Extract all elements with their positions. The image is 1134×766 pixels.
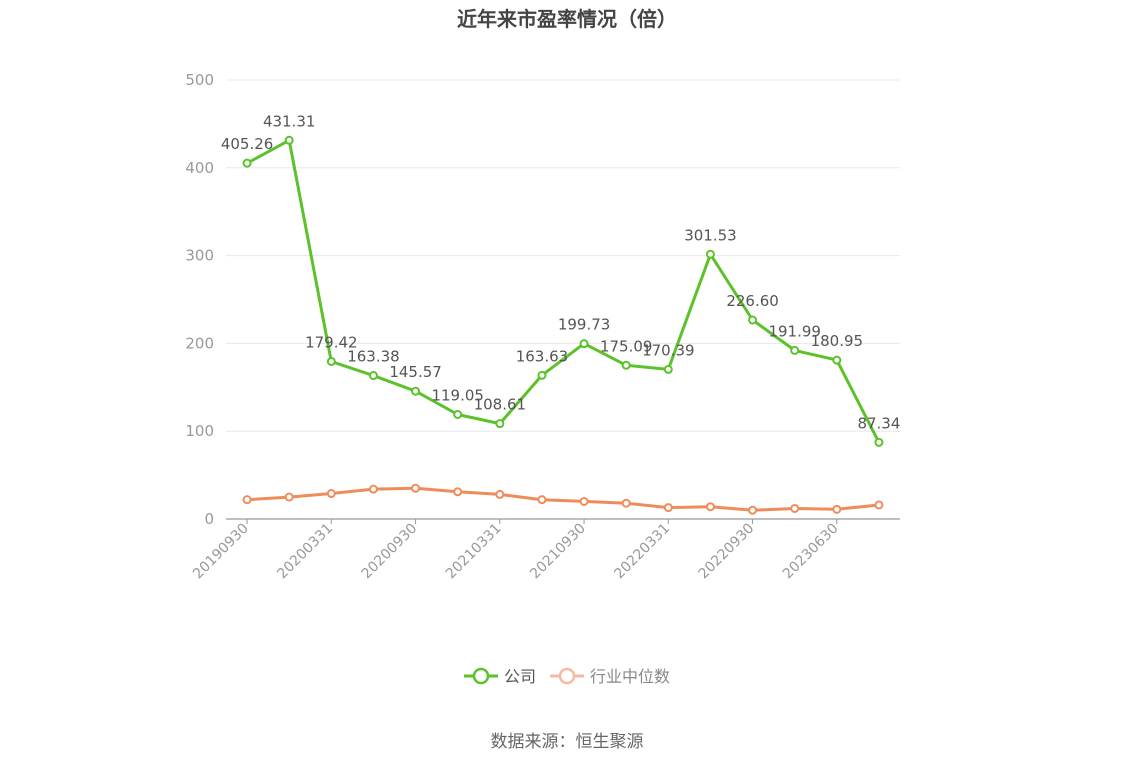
x-tick-label: 20220331 <box>611 521 673 583</box>
legend-label: 行业中位数 <box>590 667 670 686</box>
data-point-company <box>874 437 884 447</box>
data-point-industry-median <box>748 505 758 515</box>
y-tick-label: 100 <box>185 422 214 440</box>
data-point-company <box>537 370 547 380</box>
data-label: 226.60 <box>726 292 779 310</box>
series-line-company <box>246 138 881 443</box>
series-line-industry-median <box>247 486 880 512</box>
x-tick-label: 20230630 <box>780 521 842 583</box>
x-tick-label: 20220930 <box>696 521 758 583</box>
data-point-industry-median <box>411 483 421 493</box>
data-label: 170.39 <box>642 341 695 359</box>
x-tick-label: 20200930 <box>359 521 421 583</box>
x-tick-label: 20210331 <box>443 521 505 583</box>
data-label: 180.95 <box>811 332 864 350</box>
data-point-company <box>284 135 294 145</box>
data-label: 431.31 <box>263 112 316 130</box>
series <box>242 135 884 515</box>
chart-title: 近年来市盈率情况（倍） <box>457 7 677 31</box>
data-point-company <box>411 386 421 396</box>
data-label: 301.53 <box>684 226 737 244</box>
data-point-industry-median <box>874 500 884 510</box>
data-point-industry-median <box>284 492 294 502</box>
data-point-industry-median <box>832 504 842 514</box>
data-point-industry-median <box>242 495 252 505</box>
data-point-company <box>453 409 463 419</box>
data-label: 87.34 <box>857 414 900 432</box>
data-point-company <box>705 249 715 259</box>
data-label: 163.38 <box>347 348 400 366</box>
data-point-company <box>790 345 800 355</box>
data-point-company <box>832 355 842 365</box>
data-point-industry-median <box>326 489 336 499</box>
data-label: 108.61 <box>474 396 527 414</box>
data-point-industry-median <box>579 496 589 506</box>
data-point-industry-median <box>537 495 547 505</box>
data-point-industry-median <box>453 487 463 497</box>
data-source: 数据来源：恒生聚源 <box>491 732 644 752</box>
data-label: 119.05 <box>431 386 484 404</box>
data-point-company <box>748 315 758 325</box>
data-point-industry-median <box>705 502 715 512</box>
y-tick-label: 0 <box>204 510 214 528</box>
legend-marker-icon <box>472 667 490 685</box>
y-tick-label: 500 <box>185 71 214 89</box>
grid <box>226 79 900 432</box>
data-point-company <box>663 364 673 374</box>
data-label: 145.57 <box>389 363 442 381</box>
data-label: 179.42 <box>305 333 358 351</box>
data-point-company <box>326 356 336 366</box>
y-tick-label: 300 <box>185 247 214 265</box>
x-tick-label: 20190930 <box>190 521 252 583</box>
data-point-industry-median <box>621 498 631 508</box>
data-point-company <box>368 371 378 381</box>
data-label: 163.63 <box>516 347 569 365</box>
data-point-industry-median <box>368 484 378 494</box>
legend-marker-icon <box>558 667 576 685</box>
legend-item-company: 公司 <box>464 667 536 686</box>
y-tick-label: 400 <box>185 159 214 177</box>
data-point-company <box>242 158 252 168</box>
legend-item-industry-median: 行业中位数 <box>550 667 670 686</box>
data-point-industry-median <box>495 489 505 499</box>
x-tick-label: 20200331 <box>274 521 336 583</box>
data-label: 175.09 <box>600 337 653 355</box>
data-label: 191.99 <box>768 322 821 340</box>
y-tick-label: 200 <box>185 334 214 352</box>
data-label: 199.73 <box>558 316 611 334</box>
legend-label: 公司 <box>504 667 536 686</box>
data-point-company <box>621 360 631 370</box>
data-point-industry-median <box>663 503 673 513</box>
data-label: 405.26 <box>221 135 274 153</box>
data-point-industry-median <box>790 503 800 513</box>
legend: 公司 行业中位数 <box>464 667 670 686</box>
data-point-company <box>579 339 589 349</box>
data-point-company <box>495 419 505 429</box>
x-tick-label: 20210930 <box>527 521 589 583</box>
